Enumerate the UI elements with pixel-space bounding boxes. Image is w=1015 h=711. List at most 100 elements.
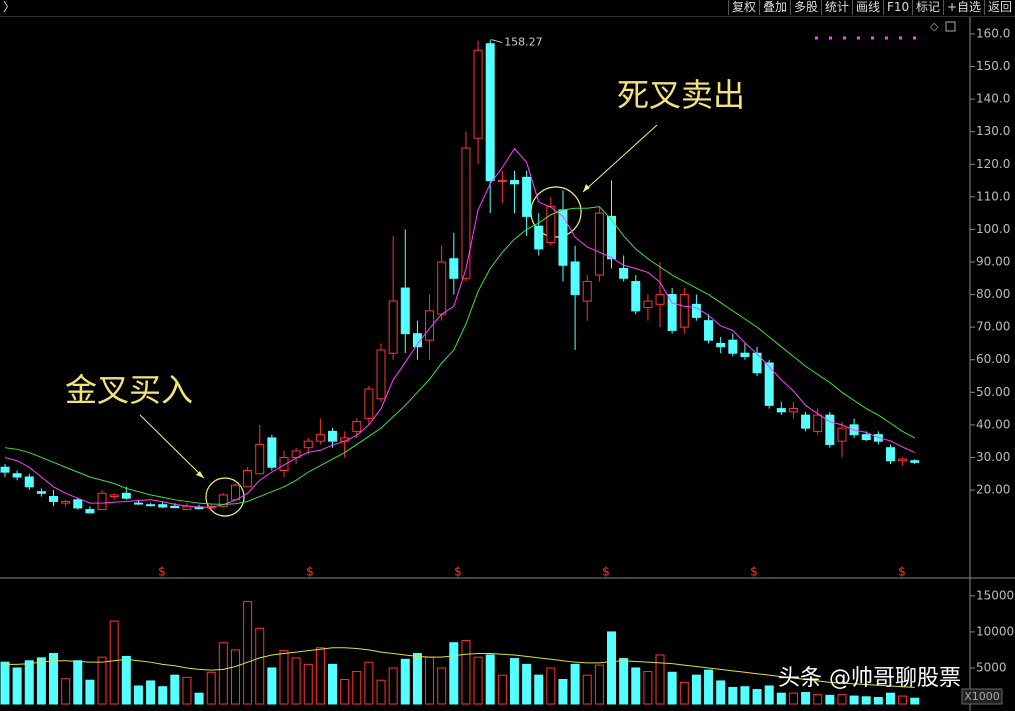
candle-body — [728, 339, 738, 354]
annotation: 金叉买入 — [65, 371, 193, 409]
volume-bar — [315, 647, 325, 705]
candle-body — [36, 491, 46, 494]
volume-bar — [218, 642, 228, 705]
volume-bar — [813, 694, 823, 705]
toolbar-button[interactable]: 复权 — [728, 0, 759, 15]
arrow-head — [583, 184, 590, 192]
candle-body — [425, 310, 435, 341]
toolbar: 〉 返回 +自选 标记 F10 画线 统计 多股 叠加 复权 — [0, 0, 1015, 17]
toolbar-button[interactable]: F10 — [883, 0, 912, 15]
volume-bar — [607, 631, 616, 705]
volume-bar — [412, 653, 422, 705]
volume-bar — [691, 674, 701, 705]
volume-bar — [158, 686, 168, 705]
candle-body — [740, 352, 750, 357]
candle-body — [776, 408, 786, 413]
candle-body — [522, 176, 532, 217]
candle-body — [461, 147, 471, 279]
toolbar-button[interactable]: 叠加 — [759, 0, 790, 15]
candle-body — [473, 49, 483, 139]
y-tick-label: 50.00 — [976, 385, 1010, 399]
volume-bar — [679, 681, 689, 705]
candle-body — [279, 456, 289, 471]
volume-bar — [655, 654, 665, 705]
candle-body — [861, 434, 871, 441]
volume-bar — [667, 671, 677, 705]
candle-body — [546, 206, 556, 243]
candle-body — [109, 494, 119, 498]
volume-bar — [267, 667, 277, 705]
volume-bar — [388, 667, 398, 705]
candle-body — [388, 300, 398, 354]
candle-body — [328, 430, 338, 442]
volume-bar — [570, 663, 580, 705]
signal-marker: $ — [750, 565, 758, 579]
volume-bar — [85, 679, 95, 705]
candle-body — [691, 303, 701, 318]
volume-bar — [121, 655, 131, 705]
candle-body — [449, 258, 459, 279]
y-tick-label: 130.0 — [976, 124, 1010, 138]
candle-body — [24, 476, 34, 488]
high-label: 158.27 — [504, 36, 543, 49]
volume-bar — [0, 661, 10, 705]
volume-bar — [400, 658, 410, 705]
y-tick-label: 10000 — [976, 624, 1014, 638]
toolbar-button[interactable]: 标记 — [912, 0, 943, 15]
volume-bar — [291, 657, 301, 705]
icon[interactable] — [945, 21, 956, 32]
y-tick-label: 70.00 — [976, 320, 1010, 334]
candle-body — [764, 362, 774, 406]
volume-bar — [49, 653, 59, 705]
candle-body — [49, 496, 59, 502]
volume-bar — [24, 660, 34, 705]
volume-bar — [497, 674, 507, 705]
volume-bar — [73, 660, 83, 705]
y-tick-label: 110.0 — [976, 189, 1010, 203]
volume-bar — [437, 667, 447, 705]
volume-bar — [764, 685, 774, 705]
y-tick-label: 160.0 — [976, 26, 1010, 40]
volume-bar — [582, 674, 592, 705]
volume-bar — [619, 658, 629, 705]
volume-bar — [61, 678, 71, 705]
icon[interactable]: ◇ — [930, 20, 939, 33]
candle-body — [376, 349, 386, 400]
candle-body — [655, 294, 665, 305]
toolbar-button[interactable]: 多股 — [790, 0, 821, 15]
volume-bar — [364, 661, 374, 705]
volume-bar — [449, 642, 459, 705]
y-tick-label: 100.0 — [976, 222, 1010, 236]
candle-body — [0, 466, 10, 473]
y-tick-label: 40.00 — [976, 417, 1010, 431]
y-tick-label: 5000 — [976, 660, 1007, 674]
volume-bar — [133, 685, 143, 705]
toolbar-button[interactable]: 画线 — [852, 0, 883, 15]
volume-bar — [788, 692, 798, 705]
toolbar-button[interactable]: +自选 — [943, 0, 984, 15]
toolbar-button[interactable]: 返回 — [984, 0, 1015, 15]
toolbar-button[interactable]: 统计 — [821, 0, 852, 15]
volume-bar — [910, 697, 920, 705]
y-tick-label: 20.00 — [976, 483, 1010, 497]
back-button[interactable]: 〉 — [3, 0, 16, 14]
candle-body — [837, 427, 847, 442]
candle-body — [509, 180, 519, 185]
candle-body — [158, 504, 168, 508]
volume-bar — [631, 667, 641, 705]
volume-bar — [825, 694, 835, 705]
volume-bar — [873, 697, 883, 705]
volume-bar — [522, 663, 532, 705]
candle-body — [303, 440, 313, 449]
candle-body — [73, 499, 83, 509]
volume-bar — [643, 671, 653, 705]
candle-body — [788, 408, 798, 413]
candle-body — [801, 414, 811, 429]
volume-bar — [182, 676, 192, 705]
candle-body — [133, 502, 143, 505]
candle-body — [437, 261, 447, 315]
signal-marker: $ — [602, 565, 610, 579]
candle-body — [364, 388, 374, 419]
watermark: 头条 @帅哥聊股票 — [778, 666, 961, 691]
candle-body — [146, 504, 156, 507]
